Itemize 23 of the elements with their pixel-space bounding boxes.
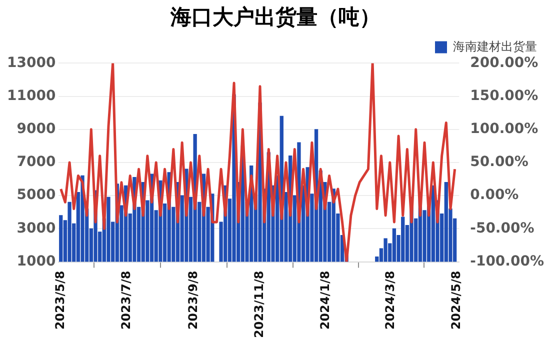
x-tick-label: 2024/3/8: [383, 270, 398, 330]
y2-tick-label: -100.00%: [470, 253, 544, 270]
x-tick-label: 2024/1/8: [318, 270, 332, 330]
y2-tick-label: 0.00%: [470, 187, 519, 204]
x-tick-label: 2023/7/8: [119, 270, 134, 330]
chart-title: 海口大户出货量（吨）: [170, 5, 380, 30]
y-tick-label: 11000: [6, 88, 56, 104]
y-tick-label: 7000: [16, 154, 56, 170]
y2-tick-label: 50.00%: [470, 154, 528, 170]
y2-tick-label: 150.00%: [470, 88, 538, 104]
y-tick-label: 9000: [16, 121, 56, 138]
y-tick-label: 1000: [16, 253, 56, 270]
y-tick-label: 3000: [16, 220, 56, 236]
y-tick-label: 5000: [16, 187, 56, 204]
x-tick-label: 2023/11/8: [252, 270, 266, 338]
y-tick-label: 13000: [6, 54, 56, 71]
x-tick-label: 2023/9/8: [186, 270, 200, 330]
y2-tick-label: -50.00%: [470, 220, 534, 236]
x-tick-label: 2024/5/8: [449, 270, 464, 330]
y2-tick-label: 200.00%: [470, 54, 538, 71]
y2-tick-label: 100.00%: [470, 121, 538, 138]
legend-label: 海南建材出货量: [453, 39, 537, 54]
x-tick-label: 2023/5/8: [52, 270, 67, 330]
